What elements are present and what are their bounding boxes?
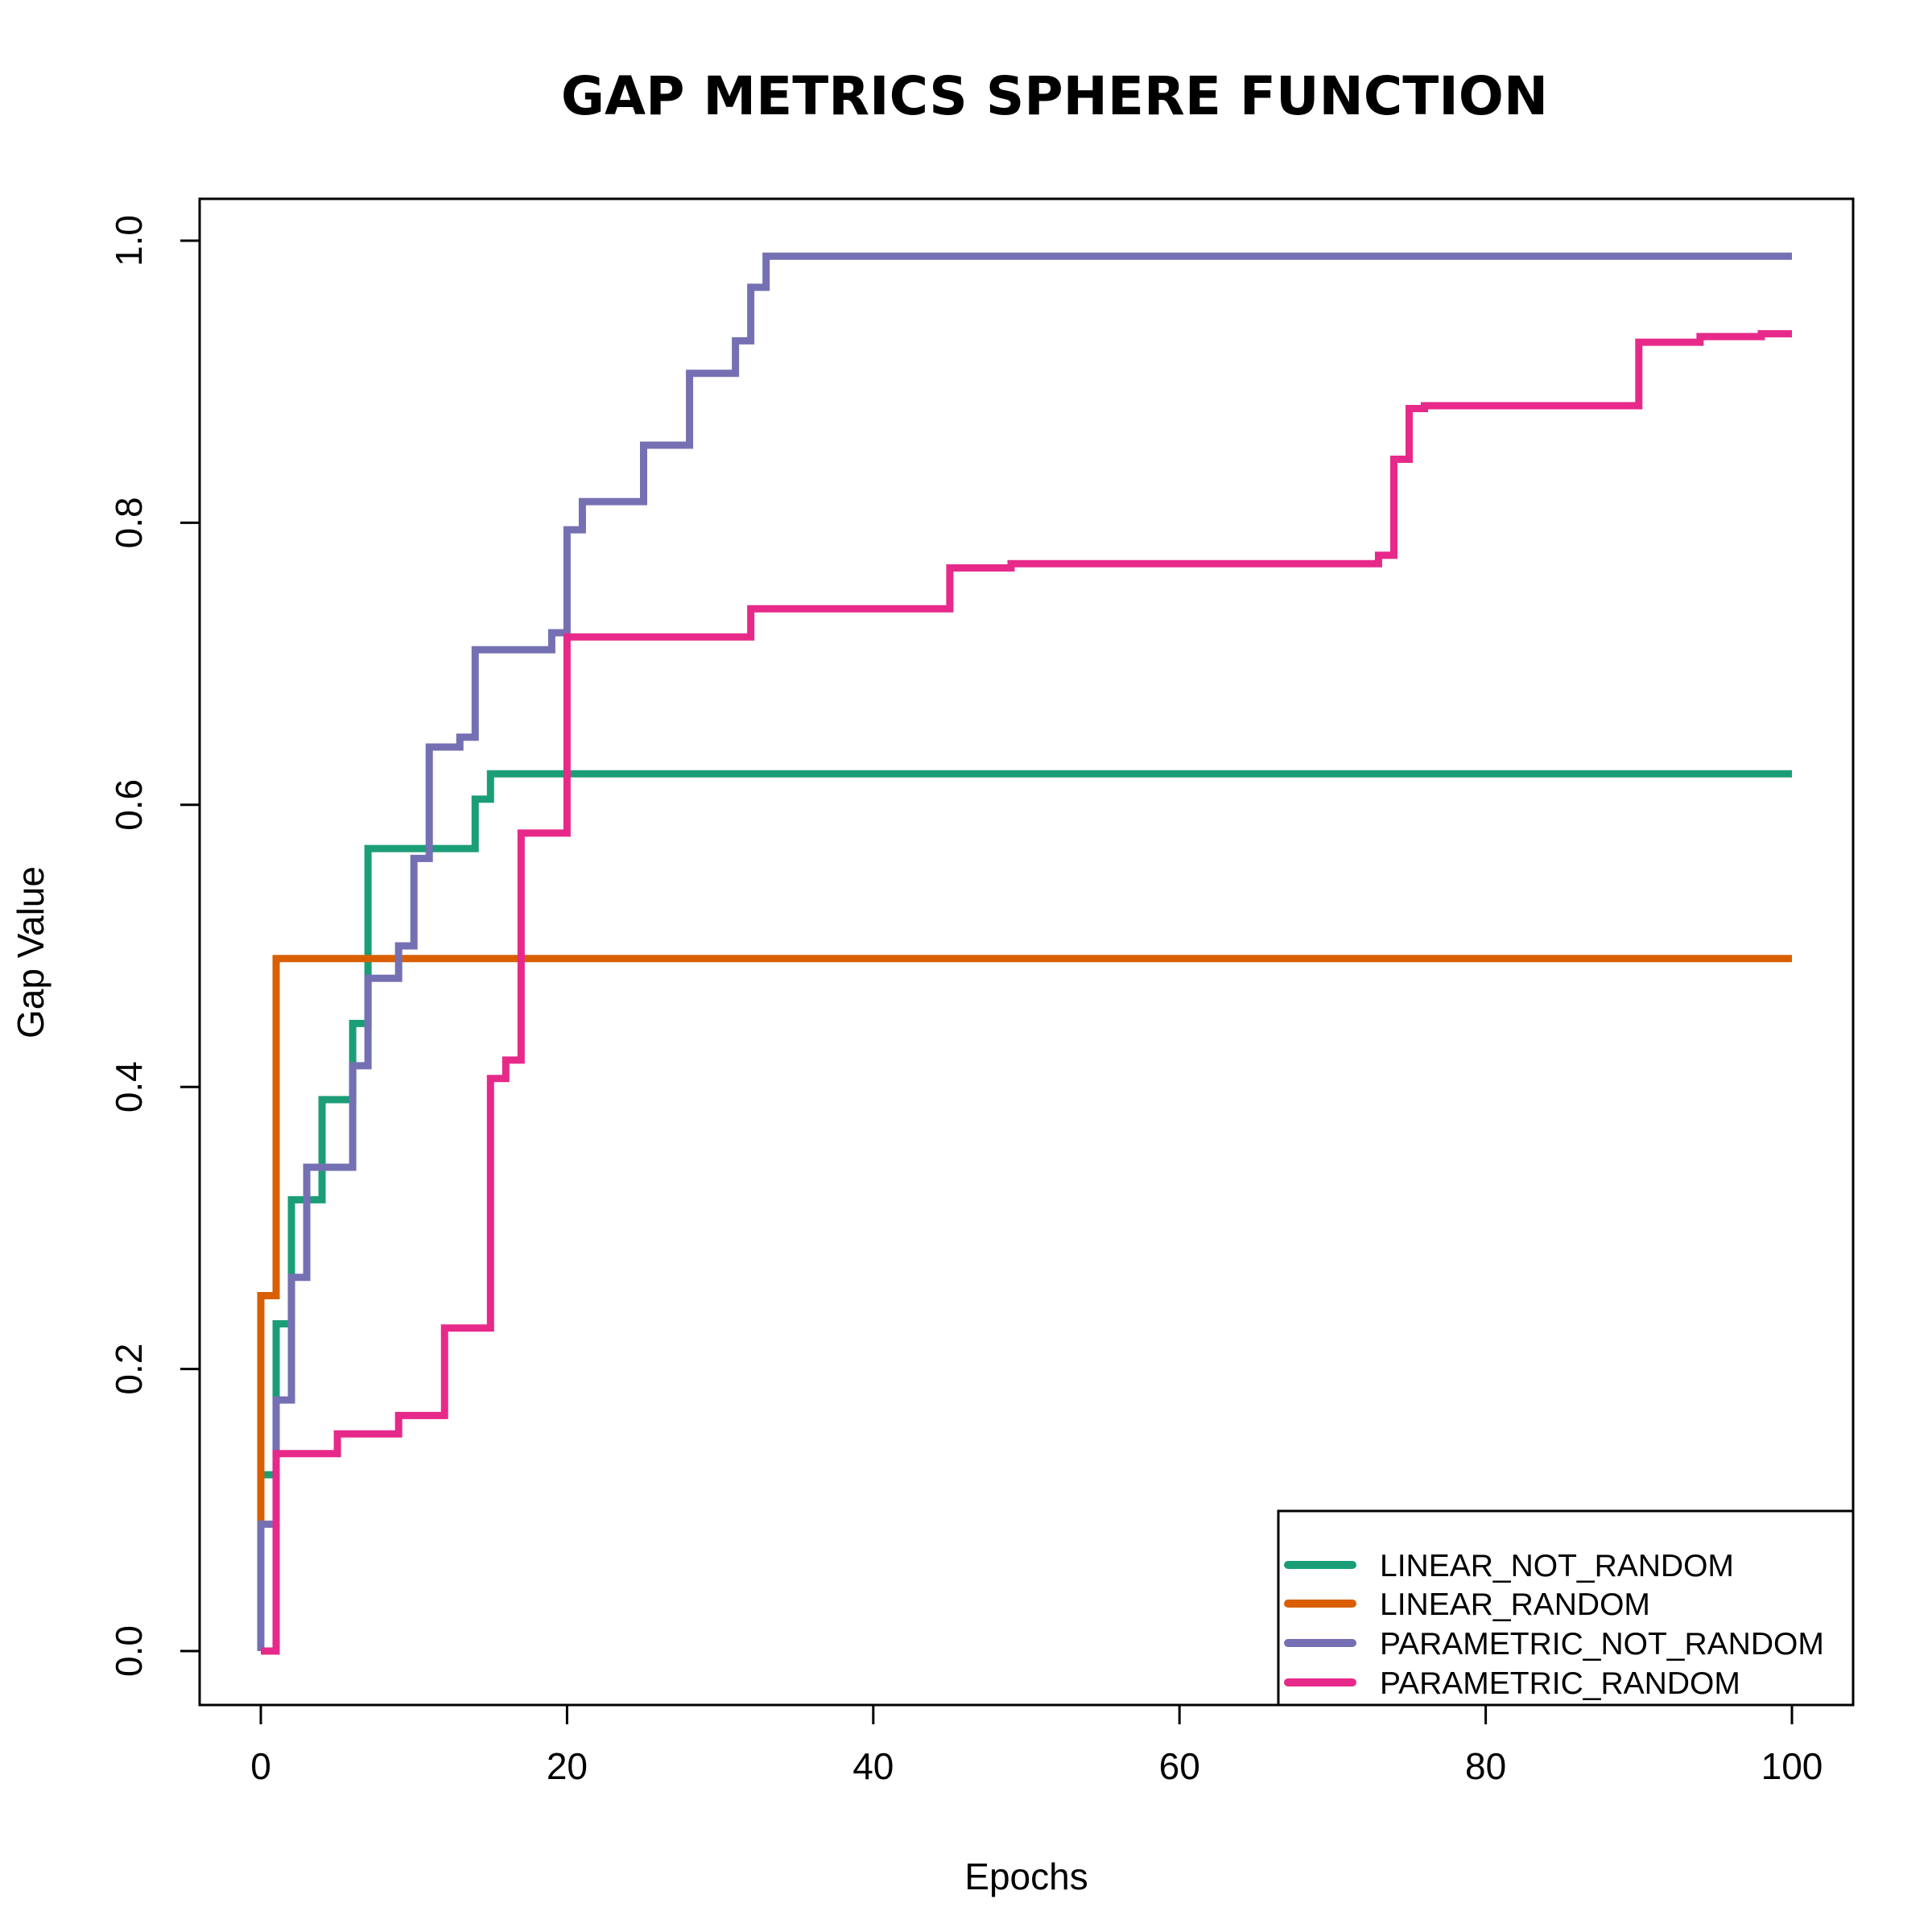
x-tick-label: 40: [852, 1745, 894, 1787]
series-group: [257, 252, 1792, 1655]
x-tick-label: 20: [547, 1745, 588, 1787]
y-tick-label: 0.0: [108, 1625, 150, 1677]
x-axis: 0 20 40 60 80 100: [250, 1703, 1823, 1787]
x-tick-label: 100: [1761, 1745, 1823, 1787]
legend-label: LINEAR_NOT_RANDOM: [1380, 1549, 1734, 1583]
series-line-parametric-random: [261, 330, 1792, 1655]
series-line-linear-random: [257, 955, 1792, 1525]
legend-label: PARAMETRIC_NOT_RANDOM: [1380, 1627, 1824, 1662]
y-tick-label: 1.0: [108, 215, 150, 266]
y-axis-title: Gap Value: [10, 866, 52, 1038]
y-axis: 0.0 0.2 0.4 0.6 0.8 1.0: [108, 215, 201, 1677]
x-axis-title: Epochs: [964, 1856, 1088, 1897]
y-tick-label: 0.2: [108, 1344, 150, 1395]
y-tick-label: 0.6: [108, 779, 150, 831]
legend-label: PARAMETRIC_RANDOM: [1380, 1666, 1740, 1701]
legend-box: [1277, 1509, 1855, 1707]
series-line-parametric-not-random: [257, 252, 1792, 1651]
x-tick-label: 60: [1159, 1745, 1200, 1787]
x-tick-label: 80: [1465, 1745, 1506, 1787]
chart-title: GAP METRICS SPHERE FUNCTION: [561, 65, 1548, 127]
y-tick-label: 0.8: [108, 497, 150, 548]
x-tick-label: 0: [250, 1745, 271, 1787]
y-tick-label: 0.4: [108, 1061, 150, 1113]
legend-label: LINEAR_RANDOM: [1380, 1587, 1650, 1622]
legend: LINEAR_NOT_RANDOM LINEAR_RANDOM PARAMETRIC…: [1277, 1509, 1855, 1707]
plot-frame: [198, 197, 1855, 1707]
